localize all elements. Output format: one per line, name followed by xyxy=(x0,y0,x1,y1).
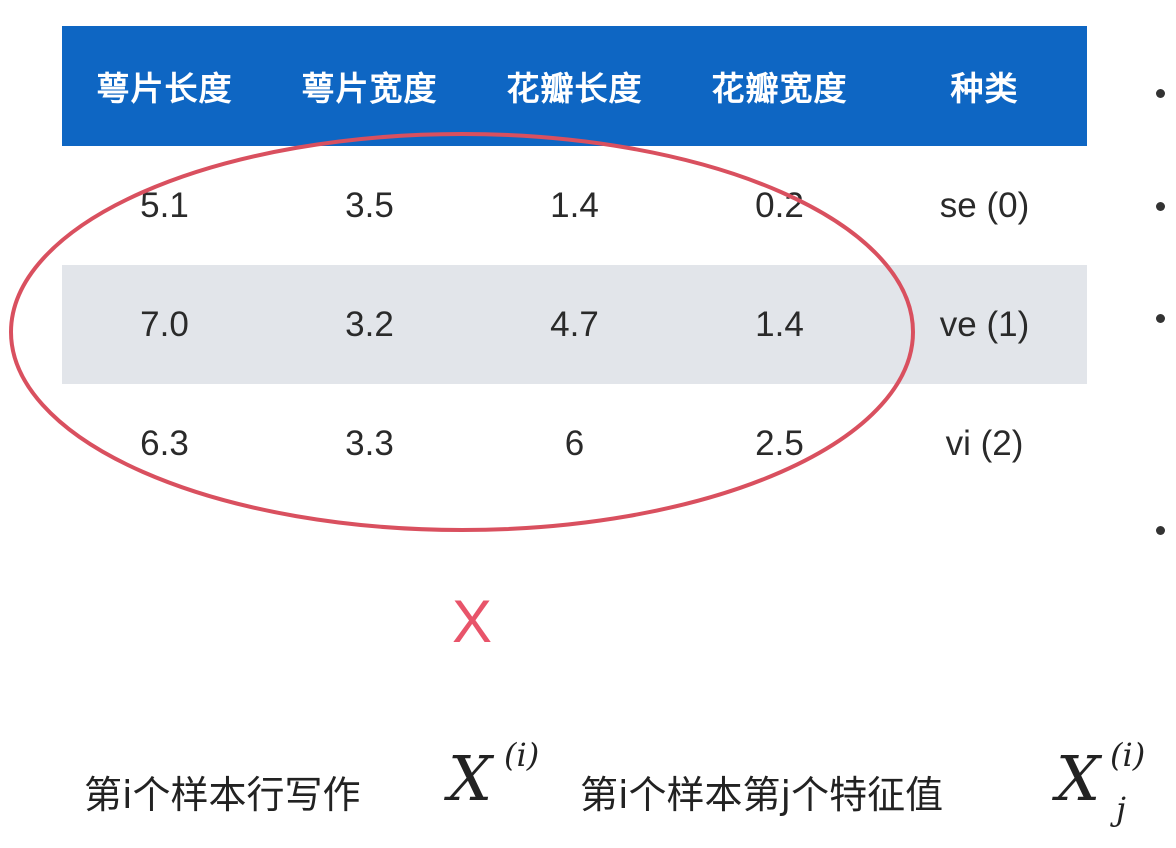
row-superscript: (i) xyxy=(504,736,540,774)
table-header: 萼片长度 萼片宽度 花瓣长度 花瓣宽度 种类 xyxy=(62,26,1087,146)
header-sepal-length: 萼片长度 xyxy=(96,69,233,108)
matrix-x-label: X xyxy=(452,588,493,655)
feature-symbol: X xyxy=(1056,742,1101,815)
table-cell: 1.4 xyxy=(755,304,804,344)
table-row: 6.3 3.3 6 2.5 vi (2) xyxy=(62,384,1087,503)
table-cell: 6 xyxy=(564,423,585,463)
table-row: 7.0 3.2 4.7 1.4 ve (1) xyxy=(62,265,1087,384)
table-cell: 4.7 xyxy=(550,304,599,344)
bullet-icon xyxy=(1156,314,1165,323)
bullet-icon xyxy=(1156,89,1165,98)
table-cell: vi (2) xyxy=(945,423,1024,463)
row-symbol: X xyxy=(448,742,493,815)
notation-caption: 第i个样本行写作 X (i) 第i个样本第j个特征值 X (i) j xyxy=(84,736,1174,840)
iris-data-table: 萼片长度 萼片宽度 花瓣长度 花瓣宽度 种类 5.1 3.5 1.4 0.2 s… xyxy=(62,26,1087,503)
row-notation-text: 第i个样本行写作 xyxy=(84,773,361,817)
header-species: 种类 xyxy=(950,69,1019,108)
bullet-icon xyxy=(1156,202,1165,211)
table-cell: 3.5 xyxy=(345,185,394,225)
feature-subscript: j xyxy=(1116,790,1126,828)
table-cell: 7.0 xyxy=(140,304,189,344)
bullet-icon xyxy=(1156,526,1165,535)
table-cell: 2.5 xyxy=(755,423,804,463)
table-cell: 1.4 xyxy=(550,185,599,225)
feature-notation-text: 第i个样本第j个特征值 xyxy=(580,773,944,817)
table-cell: ve (1) xyxy=(939,304,1030,344)
table-cell: 0.2 xyxy=(755,185,804,225)
table-cell: 3.2 xyxy=(345,304,394,344)
table-row: 5.1 3.5 1.4 0.2 se (0) xyxy=(62,146,1087,265)
table-cell: 6.3 xyxy=(140,423,189,463)
table-cell: 3.3 xyxy=(345,423,394,463)
header-petal-length: 花瓣长度 xyxy=(506,69,643,108)
header-petal-width: 花瓣宽度 xyxy=(711,69,848,108)
table-cell: se (0) xyxy=(939,185,1030,225)
feature-superscript: (i) xyxy=(1110,736,1146,774)
table-cell: 5.1 xyxy=(140,185,189,225)
header-sepal-width: 萼片宽度 xyxy=(301,69,438,108)
